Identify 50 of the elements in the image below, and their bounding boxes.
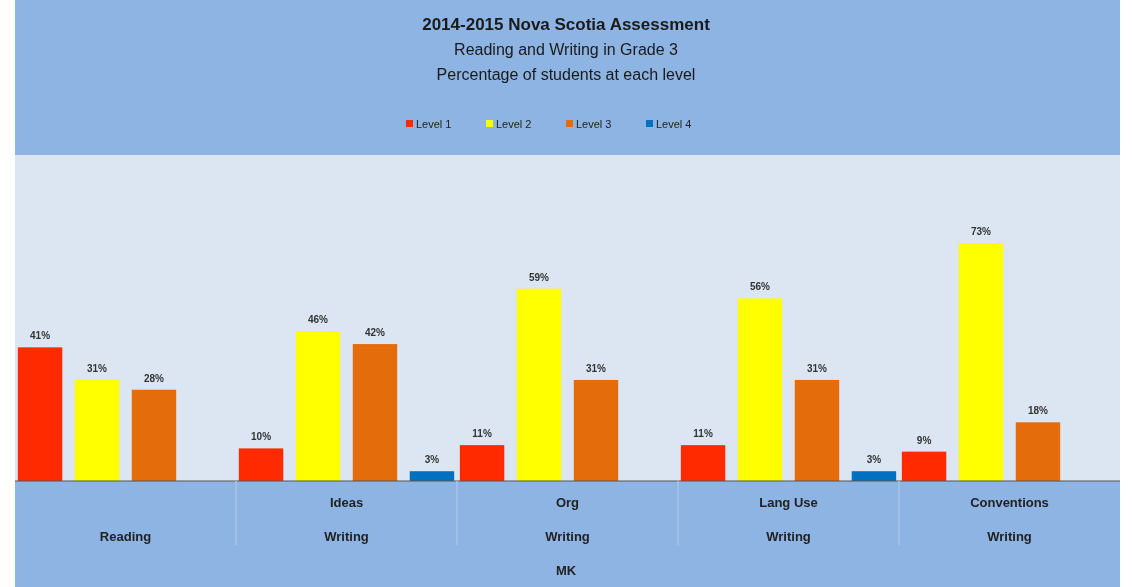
bar bbox=[851, 471, 897, 481]
data-label: 59% bbox=[529, 271, 550, 283]
bar bbox=[901, 451, 947, 481]
data-label: 73% bbox=[971, 226, 992, 238]
x-tick-label: Writing bbox=[545, 529, 590, 544]
bar bbox=[680, 445, 726, 481]
data-label: 18% bbox=[1027, 405, 1049, 417]
x-tick-label: Writing bbox=[766, 529, 811, 544]
data-label: 28% bbox=[143, 372, 165, 384]
data-label: 11% bbox=[693, 428, 713, 440]
bar bbox=[238, 448, 284, 481]
bar bbox=[352, 344, 398, 481]
bar bbox=[74, 379, 120, 481]
data-label: 46% bbox=[308, 314, 329, 326]
data-label: 31% bbox=[585, 362, 607, 374]
bar bbox=[737, 298, 783, 481]
data-label: 31% bbox=[87, 362, 108, 374]
x-tick-label: Writing bbox=[987, 529, 1032, 544]
text: Lang Use bbox=[759, 495, 818, 510]
data-label: 56% bbox=[750, 281, 771, 293]
data-label: 41% bbox=[30, 330, 51, 342]
text: Conventions bbox=[970, 495, 1049, 510]
bar bbox=[17, 347, 63, 481]
legend-label: Level 4 bbox=[656, 118, 692, 130]
bar bbox=[459, 445, 505, 481]
legend-label: Level 2 bbox=[496, 118, 532, 130]
data-label: 3% bbox=[866, 454, 882, 466]
bar bbox=[516, 288, 562, 481]
data-label: 31% bbox=[806, 362, 828, 374]
bar bbox=[131, 389, 177, 481]
x-tick-label: Writing bbox=[324, 529, 369, 544]
legend-label: Level 1 bbox=[416, 118, 452, 130]
chart-title: 2014-2015 Nova Scotia Assessment bbox=[422, 15, 711, 34]
data-label: 9% bbox=[916, 434, 932, 446]
chart-subtitle: Reading and Writing in Grade 3 Percentage of students at each level bbox=[436, 41, 696, 83]
text: Org bbox=[555, 495, 580, 510]
bar bbox=[958, 243, 1004, 481]
data-label: 42% bbox=[364, 327, 386, 339]
bar bbox=[295, 331, 341, 481]
data-label: 11% bbox=[472, 428, 492, 440]
x-axis-title: MK bbox=[555, 563, 577, 578]
bar bbox=[1015, 422, 1061, 481]
x-tick-label: Reading bbox=[99, 529, 152, 544]
bar bbox=[794, 379, 840, 481]
bar bbox=[409, 471, 455, 481]
data-label: 10% bbox=[251, 431, 272, 443]
data-label: 3% bbox=[424, 454, 440, 466]
legend-label: Level 3 bbox=[576, 118, 612, 130]
text: Ideas bbox=[329, 495, 364, 510]
bar bbox=[573, 379, 619, 481]
